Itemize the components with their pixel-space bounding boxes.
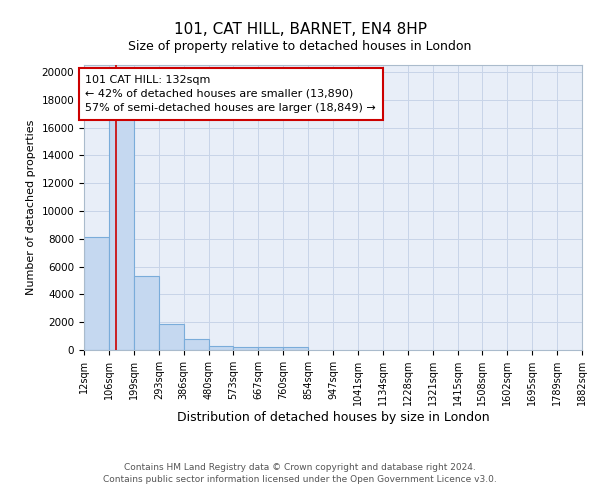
Bar (259, 347, 283, 350)
X-axis label: Distribution of detached houses by size in London: Distribution of detached houses by size … (176, 411, 490, 424)
Text: Contains HM Land Registry data © Crown copyright and database right 2024.: Contains HM Land Registry data © Crown c… (124, 464, 476, 472)
Bar (134, 276, 159, 350)
Bar (109, 119, 134, 350)
Bar (283, 348, 308, 350)
Text: Contains public sector information licensed under the Open Government Licence v3: Contains public sector information licen… (103, 474, 497, 484)
Bar (209, 346, 233, 350)
Bar (184, 339, 209, 350)
Text: Size of property relative to detached houses in London: Size of property relative to detached ho… (128, 40, 472, 53)
Text: 101 CAT HILL: 132sqm
← 42% of detached houses are smaller (13,890)
57% of semi-d: 101 CAT HILL: 132sqm ← 42% of detached h… (85, 75, 376, 113)
Text: 101, CAT HILL, BARNET, EN4 8HP: 101, CAT HILL, BARNET, EN4 8HP (173, 22, 427, 38)
Bar (84, 238, 109, 350)
Bar (233, 347, 259, 350)
Bar (159, 324, 184, 350)
Y-axis label: Number of detached properties: Number of detached properties (26, 120, 36, 295)
